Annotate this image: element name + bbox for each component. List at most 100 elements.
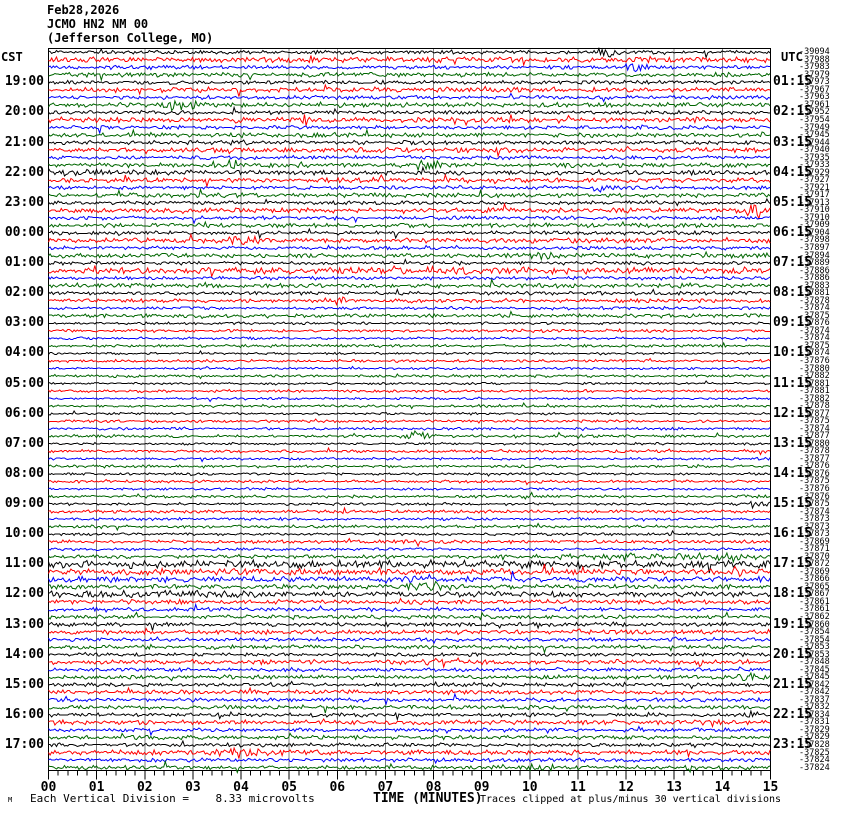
trace-offset-value: -37853: [799, 642, 830, 653]
trace-offset-value: -37883: [799, 280, 830, 291]
seismic-trace: [48, 258, 771, 266]
seismic-trace: [48, 401, 771, 410]
trace-offset-value: -37873: [799, 529, 830, 540]
cst-hour-label: 12:00: [4, 586, 44, 602]
utc-hour-label: 15:15: [773, 496, 813, 511]
trace-offset-value: -37842: [799, 679, 830, 690]
x-tick-label: 08: [425, 780, 442, 795]
seismic-trace: [48, 516, 771, 522]
seismic-trace: [48, 757, 771, 765]
header-station: JCMO HN2 NM 00: [47, 17, 149, 31]
trace-offset-value: -37829: [799, 732, 830, 743]
plot-border: [48, 48, 771, 771]
trace-offset-value: -37866: [799, 574, 830, 585]
seismic-trace: [48, 430, 771, 440]
seismic-trace: [48, 725, 771, 737]
x-tick-label: 10: [521, 780, 538, 795]
seismic-trace: [48, 656, 771, 669]
header-date: Feb28,2026: [47, 3, 120, 17]
seismic-trace: [48, 686, 771, 696]
utc-hour-label: 10:15: [773, 345, 813, 361]
trace-offset-value: -37831: [799, 717, 830, 728]
trace-offset-value: -37880: [799, 363, 830, 374]
trace-offset-value: -37874: [799, 325, 830, 336]
seismic-trace: [48, 456, 771, 463]
utc-hour-label: 20:15: [773, 646, 813, 662]
header-location: (Jefferson College, MO): [47, 31, 214, 45]
trace-offset-value: -37910: [799, 205, 830, 216]
seismic-trace: [48, 500, 771, 510]
trace-offset-value: -37824: [799, 762, 830, 773]
trace-offset-value: -37861: [799, 604, 830, 615]
trace-offset-value: -37861: [799, 596, 830, 607]
cst-hour-label: 14:00: [4, 646, 44, 662]
cst-hour-label: 19:00: [4, 74, 44, 90]
trace-offset-value: -37933: [799, 160, 830, 171]
x-tick-label: 06: [329, 780, 346, 795]
seismic-trace: [48, 522, 771, 532]
utc-hour-label: 19:15: [773, 616, 813, 632]
trace-offset-value: -37834: [799, 709, 830, 720]
trace-offset-value: -37988: [799, 54, 830, 65]
watermark: M: [8, 796, 13, 804]
seismic-trace: [48, 124, 771, 135]
trace-offset-value: -37877: [799, 408, 830, 419]
seismic-trace: [48, 357, 771, 364]
cst-hour-label: 10:00: [4, 526, 44, 542]
seismic-trace: [48, 410, 771, 416]
seismic-trace: [48, 220, 771, 229]
seismic-trace: [48, 589, 771, 599]
trace-offset-value: -37878: [799, 446, 830, 457]
seismic-trace: [48, 99, 771, 112]
seismic-trace: [48, 666, 771, 673]
seismic-trace: [48, 380, 771, 386]
seismic-trace: [48, 580, 771, 592]
trace-offset-value: -37875: [799, 476, 830, 487]
seismic-trace: [48, 215, 771, 225]
seismic-trace: [48, 305, 771, 311]
seismic-trace: [48, 365, 771, 371]
seismic-trace: [48, 244, 771, 251]
x-tick-label: 14: [714, 780, 731, 795]
x-tick-label: 09: [473, 780, 490, 795]
utc-axis-label: UTC: [781, 50, 803, 64]
seismic-trace: [48, 154, 771, 161]
seismic-trace: [48, 546, 771, 552]
seismic-trace: [48, 184, 771, 193]
trace-offset-value: -37854: [799, 634, 830, 645]
cst-hour-label: 00:00: [4, 224, 44, 240]
trace-offset-value: -37824: [799, 755, 830, 765]
utc-hour-label: 09:15: [773, 315, 813, 331]
seismic-trace: [48, 636, 771, 645]
seismic-trace: [48, 145, 771, 158]
x-tick-label: 04: [233, 780, 249, 795]
seismic-trace: [48, 197, 771, 207]
seismic-trace: [48, 739, 771, 749]
x-tick-label: 07: [377, 780, 394, 795]
trace-offset-value: -37949: [799, 122, 830, 133]
trace-offset-value: -37874: [799, 333, 830, 344]
seismic-trace: [48, 350, 771, 356]
utc-hour-label: 13:15: [773, 435, 813, 451]
seismic-trace: [48, 55, 771, 67]
seismic-trace: [48, 537, 771, 548]
cst-hour-label: 04:00: [4, 345, 44, 361]
x-axis-title: TIME (MINUTES): [373, 791, 483, 806]
trace-offset-value: -37961: [799, 99, 830, 110]
trace-offset-value: -37875: [799, 310, 830, 321]
trace-offset-value: -37828: [799, 740, 830, 750]
seismic-trace: [48, 227, 771, 240]
utc-hour-label: 22:15: [773, 706, 813, 722]
seismic-trace: [48, 478, 771, 486]
trace-offset-value: -37876: [799, 461, 830, 472]
seismic-trace: [48, 426, 771, 432]
seismic-trace: [48, 310, 771, 320]
seismic-trace: [48, 79, 771, 86]
utc-hour-label: 07:15: [773, 255, 813, 270]
utc-hour-label: 17:15: [773, 556, 813, 572]
trace-offset-value: -37963: [799, 92, 830, 103]
trace-offset-value: -37865: [799, 581, 830, 592]
seismic-trace: [48, 491, 771, 500]
seismic-trace: [48, 71, 771, 82]
